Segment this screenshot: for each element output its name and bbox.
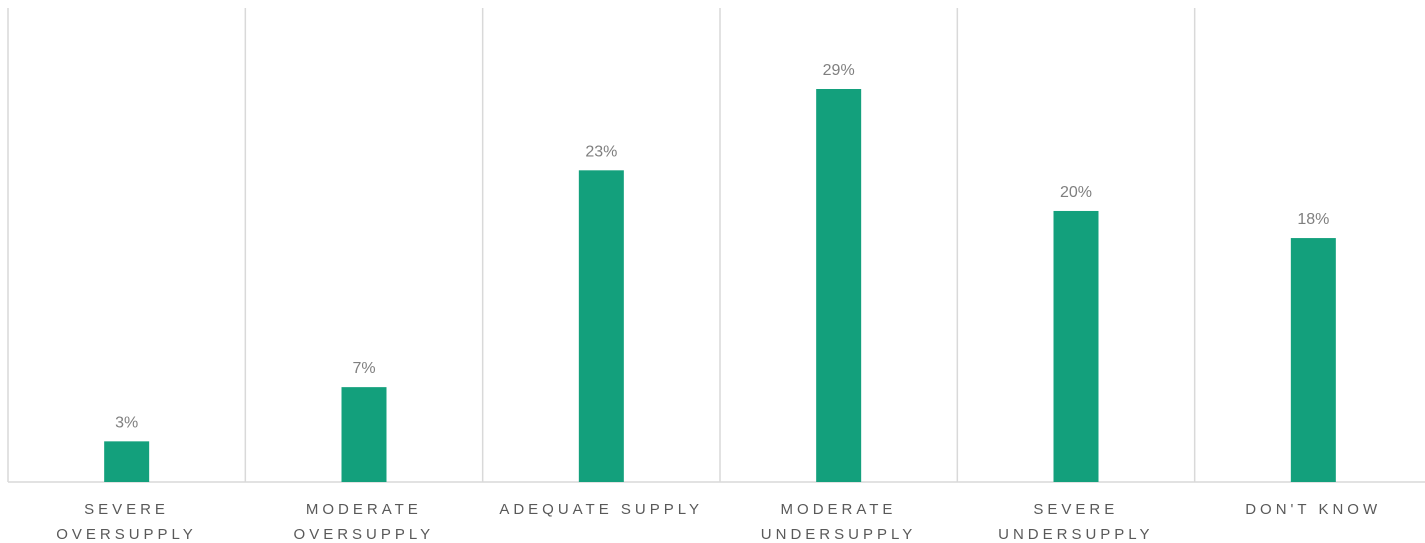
bar (341, 387, 387, 482)
bar (1053, 210, 1099, 482)
bar (104, 441, 150, 482)
x-tick-label: SEVERE OVERSUPPLY (56, 501, 197, 543)
data-label: 3% (115, 414, 138, 431)
data-label: 23% (585, 143, 617, 160)
x-tick-label: ADEQUATE SUPPLY (499, 501, 703, 518)
x-tick-label: MODERATE OVERSUPPLY (293, 501, 435, 543)
bar (816, 89, 862, 482)
data-label: 7% (352, 360, 375, 377)
bar (1290, 238, 1336, 482)
x-tick-label: DON'T KNOW (1245, 501, 1382, 518)
x-tick-label: SEVERE UNDERSUPPLY (998, 501, 1154, 543)
x-tick-label: MODERATE UNDERSUPPLY (760, 501, 917, 543)
data-label: 20% (1060, 184, 1092, 201)
bar (578, 170, 624, 482)
data-label: 29% (823, 62, 855, 79)
data-label: 18% (1297, 211, 1329, 228)
